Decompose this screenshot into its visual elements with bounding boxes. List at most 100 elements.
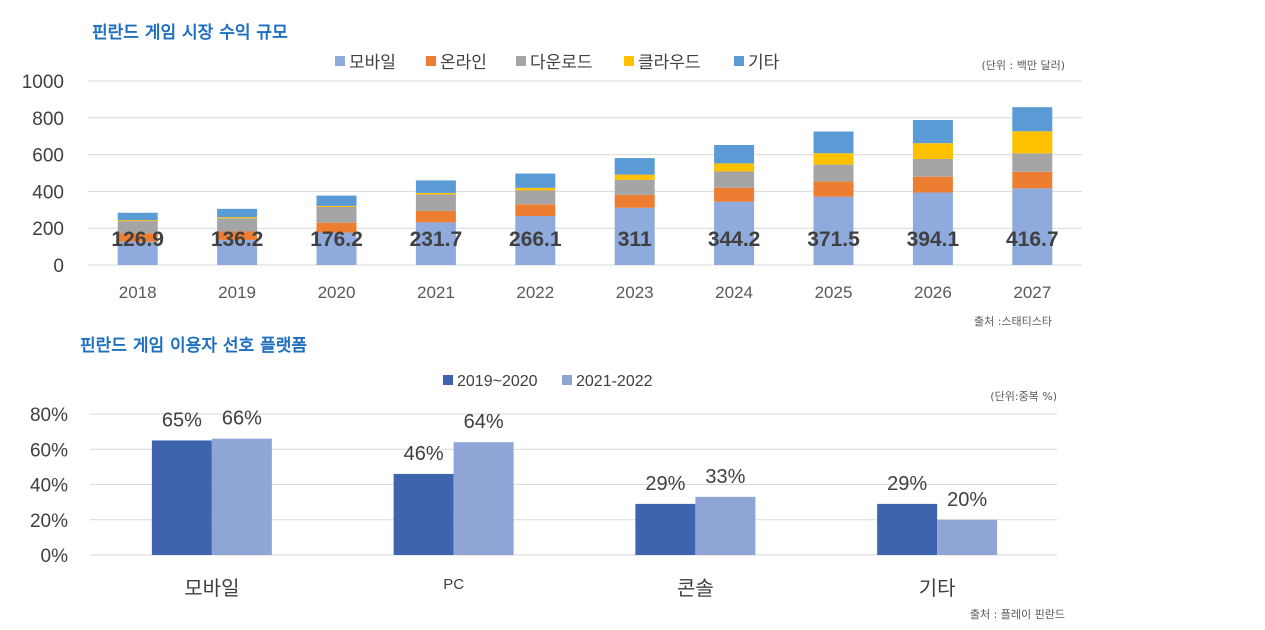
chart1-bar-segment [912, 143, 953, 159]
chart1-bar-segment [1012, 107, 1053, 132]
chart2-x-tick-label: 기타 [919, 576, 956, 600]
chart1-bar-segment [714, 201, 755, 265]
chart1-legend-label: 모바일 [349, 53, 396, 73]
chart1-bar-segment [117, 233, 158, 242]
chart1-bar-segment [316, 222, 357, 233]
chart2-data-label: 20% [947, 489, 987, 511]
chart1-bar-segment [912, 176, 953, 193]
chart1-bar-segment [117, 241, 158, 265]
chart2-y-tick-label: 40% [30, 476, 68, 497]
chart1-y-tick-label: 1000 [22, 72, 64, 93]
chart2-x-tick-label: 모바일 [184, 576, 239, 600]
chart1-bar-segment [813, 196, 854, 265]
chart1-legend-swatch [426, 56, 436, 66]
chart1-legend: 모바일 온라인 다운로드 클라우드 기타 [335, 53, 780, 73]
chart1-legend-swatch [516, 56, 526, 66]
chart1-data-label: 416.7 [1006, 228, 1059, 251]
chart1-bar-segment [614, 207, 655, 265]
chart1-data-label: 126.9 [111, 228, 164, 251]
chart1-bar-segment [415, 194, 456, 211]
chart1-bar-segment [1012, 131, 1053, 154]
chart2-y-tick-label: 20% [30, 511, 68, 532]
chart1-bar-segment [714, 163, 755, 172]
chart1-bar-segment [614, 158, 655, 175]
chart1-bar-segment [1012, 188, 1053, 265]
chart1-bar-segment [217, 239, 258, 265]
chart2-y-tick-label: 60% [30, 440, 68, 461]
chart2-data-labels: 65% 66% 46% 64% 29% 33% 29% 20% [162, 408, 987, 511]
chart1-bar-segment [614, 174, 655, 180]
chart1-x-tick-label: 2026 [914, 283, 952, 302]
chart2-legend-swatch [443, 375, 453, 385]
chart1-legend-label: 다운로드 [530, 53, 593, 73]
chart1-bar-segment [515, 216, 556, 265]
chart2-x-tick-label: PC [443, 576, 464, 593]
chart1-bar-segment [515, 190, 556, 205]
chart1-bar-segment [415, 222, 456, 265]
chart1-bar-segment [614, 194, 655, 208]
chart2-data-label: 66% [222, 408, 262, 430]
chart2-title: 핀란드 게임 이용자 선호 플랫폼 [80, 335, 307, 356]
chart2-bars [151, 438, 998, 555]
chart2-y-axis: 0% 20% 40% 60% 80% [30, 405, 68, 567]
chart2-legend-swatch [562, 375, 572, 385]
chart1-y-tick-label: 200 [32, 219, 64, 240]
chart1-bar-segment [316, 232, 357, 265]
chart2-y-tick-label: 0% [41, 546, 69, 567]
chart1-legend-label: 온라인 [440, 53, 487, 73]
chart1-y-tick-label: 800 [32, 109, 64, 130]
chart1-bar-segment [912, 158, 953, 177]
chart2-legend-label: 2021-2022 [576, 373, 653, 390]
chart1-legend-swatch [734, 56, 744, 66]
chart1-bar-segment [515, 187, 556, 191]
chart2-bar [453, 442, 514, 555]
chart1-bar-segment [316, 205, 357, 208]
chart1-bar-segment [515, 173, 556, 188]
chart1-y-tick-label: 0 [53, 256, 64, 277]
chart1-bar-segment [117, 220, 158, 222]
chart1-y-tick-label: 400 [32, 182, 64, 203]
chart1-bar-segment [714, 144, 755, 164]
chart2-legend-label: 2019~2020 [457, 373, 538, 390]
chart1-x-tick-label: 2020 [318, 283, 356, 302]
chart1-data-label: 371.5 [807, 228, 860, 251]
chart1-bar-segment [614, 179, 655, 195]
chart1-bar-segment [714, 171, 755, 188]
chart1-bar-segment [415, 192, 456, 195]
chart1-data-label: 311 [618, 228, 652, 251]
chart1-data-label: 136.2 [211, 228, 264, 251]
chart2-legend: 2019~2020 2021-2022 [443, 373, 653, 390]
chart1-bar-segment [415, 210, 456, 223]
chart2-bar [877, 503, 938, 555]
chart1-y-tick-label: 600 [32, 146, 64, 167]
chart1-bar-segment [1012, 153, 1053, 172]
chart1-bar-segment [415, 180, 456, 193]
chart1-bar-segment [217, 217, 258, 219]
chart1-data-label: 394.1 [907, 228, 960, 251]
chart1-x-axis: 2018 2019 2020 2021 2022 2023 2024 2025 2026 2027 [119, 283, 1051, 302]
chart1-bar-segment [117, 221, 158, 234]
chart1-x-tick-label: 2024 [715, 283, 753, 302]
chart1-source-note: 출처 :스태티스타 [974, 315, 1052, 328]
chart2-data-label: 29% [645, 473, 685, 495]
chart2-bar [211, 438, 272, 555]
chart1-bar-segment [217, 208, 258, 218]
chart2-data-label: 46% [404, 443, 444, 465]
chart1-data-label: 231.7 [410, 228, 463, 251]
chart1-bar-segment [912, 119, 953, 144]
chart2-data-label: 64% [464, 411, 504, 433]
chart1-data-labels: 126.9 136.2 176.2 231.7 266.1 311 344.2 371.5 39… [111, 228, 1058, 251]
chart1-bar-segment [117, 212, 158, 221]
chart1-x-tick-label: 2022 [516, 283, 554, 302]
chart1-data-label: 176.2 [310, 228, 363, 251]
chart1-bar-segment [217, 231, 258, 240]
chart1-bar-segment [813, 131, 854, 154]
chart2-bar [695, 496, 756, 555]
chart1-title: 핀란드 게임 시장 수익 규모 [92, 22, 288, 43]
chart1-data-label: 344.2 [708, 228, 761, 251]
chart1-bar-segment [813, 164, 854, 182]
chart1-bar-segment [1012, 171, 1053, 189]
chart1-bar-segment [813, 153, 854, 165]
chart1-y-axis: 0 200 400 600 800 1000 [22, 72, 64, 277]
